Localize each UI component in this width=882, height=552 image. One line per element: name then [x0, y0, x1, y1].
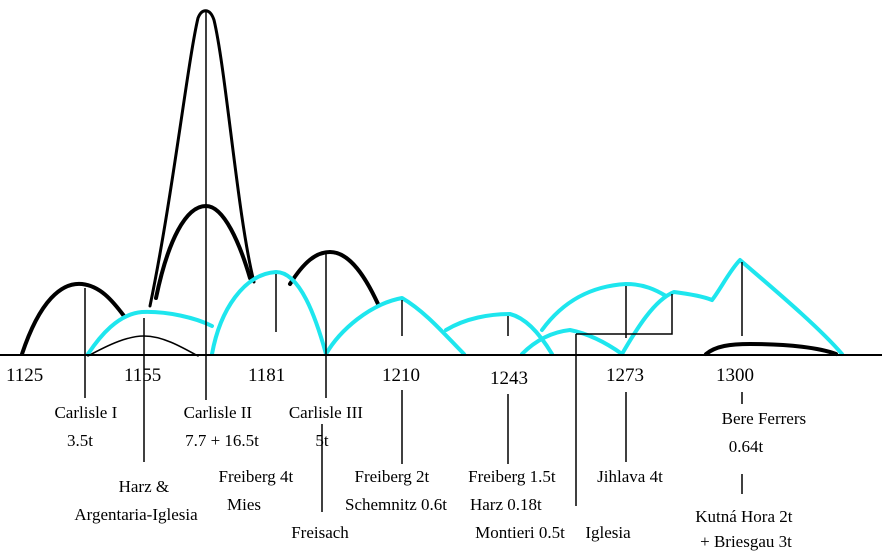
year-label: 1300 [716, 365, 754, 386]
freiberg-2t-curve [324, 296, 466, 356]
carlisle-i-curve [20, 281, 126, 356]
carlisle-iii-curve [288, 249, 380, 306]
mine-label-iglesia: Iglesia [585, 523, 631, 542]
freiberg-4t-curve [210, 270, 328, 356]
year-label: 1210 [382, 365, 420, 386]
mine-label-kutna-hora: Kutná Hora 2t + Briesgau 3t [695, 507, 797, 551]
marker-lines [84, 12, 743, 512]
mine-label-carlisle-ii: Carlisle II 7.7 + 16.5t [184, 403, 260, 450]
black-curves [20, 9, 838, 357]
mine-label-freiberg-4t: Freiberg 4t Mies [218, 467, 297, 514]
mine-label-freiberg-1.5t: Freiberg 1.5t Harz 0.18t Montieri 0.5t [468, 467, 565, 542]
year-label: 1125 [6, 365, 43, 386]
kutna-hora-curve [704, 341, 838, 356]
year-label: 1155 [124, 365, 161, 386]
year-label: 1273 [606, 365, 644, 386]
mine-label-freisach: Freisach [291, 523, 349, 542]
cyan-curves [86, 258, 844, 356]
carlisle-ii-inner-curve [154, 203, 252, 300]
marker-iglesia-bracket [576, 294, 673, 335]
carlisle-ii-peak-curve [148, 9, 256, 308]
year-label: 1243 [490, 368, 528, 389]
jihlava-curve [540, 282, 668, 332]
freiberg-1.5t-curve [444, 312, 554, 356]
year-labels: 1125 1155 1181 1210 1243 1273 1300 [6, 365, 754, 389]
mine-label-bere-ferrers: Bere Ferrers 0.64t [722, 409, 811, 456]
year-label: 1181 [248, 365, 285, 386]
harz-curve [86, 309, 214, 356]
mine-labels: Carlisle I 3.5t Harz & Argentaria-Iglesi… [54, 403, 811, 551]
mine-label-harz: Harz & Argentaria-Iglesia [74, 477, 198, 524]
iglesia-curve [520, 328, 624, 356]
mine-label-carlisle-iii: Carlisle III 5t [289, 403, 367, 450]
mine-label-jihlava: Jihlava 4t [597, 467, 663, 486]
mine-label-carlisle-i: Carlisle I 3.5t [54, 403, 121, 450]
jihlava-second-curve [620, 290, 714, 356]
harz-thin-curve [87, 335, 199, 357]
mine-label-freiberg-2t: Freiberg 2t Schemnitz 0.6t [345, 467, 447, 514]
bere-ferrers-curve [710, 258, 844, 356]
